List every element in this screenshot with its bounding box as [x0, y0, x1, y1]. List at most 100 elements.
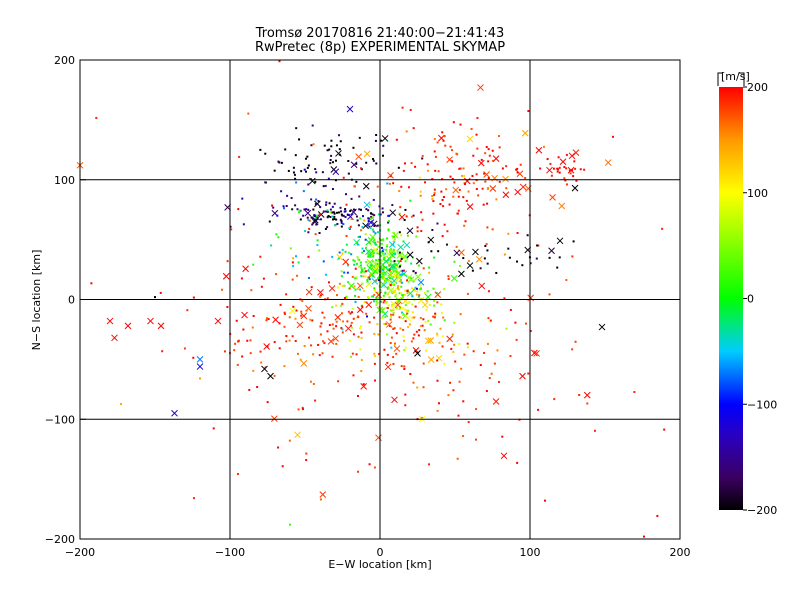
- scatter-point-dot: [407, 186, 410, 189]
- scatter-point-dot: [565, 167, 568, 170]
- scatter-point-dot: [491, 228, 494, 231]
- colorbar: [719, 87, 743, 510]
- scatter-point-dot: [321, 352, 324, 355]
- scatter-point-dot: [395, 332, 398, 335]
- scatter-point-dot: [372, 300, 375, 303]
- scatter-point-dot: [246, 339, 249, 342]
- scatter-point-dot: [396, 270, 399, 273]
- scatter-point-dot: [414, 271, 417, 274]
- scatter-point-dot: [503, 297, 506, 300]
- scatter-point-dot: [363, 219, 366, 222]
- scatter-point-dot: [362, 275, 365, 278]
- scatter-point-cross: [604, 159, 612, 166]
- scatter-point-cross: [366, 264, 374, 272]
- scatter-point-dot: [483, 351, 486, 354]
- scatter-point-dot: [399, 280, 402, 283]
- scatter-point-dot: [285, 340, 288, 343]
- scatter-point-dot: [389, 318, 392, 321]
- scatter-point-dot: [475, 173, 478, 176]
- scatter-point-dot: [374, 241, 377, 244]
- scatter-point-dot: [373, 316, 376, 319]
- scatter-point-dot: [404, 404, 407, 407]
- scatter-point-dot: [299, 218, 302, 221]
- scatter-point-cross: [388, 262, 396, 270]
- scatter-point-dot: [373, 352, 376, 355]
- scatter-point-cross: [385, 321, 393, 328]
- scatter-point-dot: [485, 243, 488, 246]
- scatter-point-dot: [338, 134, 341, 137]
- scatter-point-cross: [519, 372, 526, 380]
- scatter-point-cross: [466, 135, 474, 143]
- scatter-point-dot: [350, 197, 353, 200]
- scatter-point-dot: [412, 381, 415, 384]
- scatter-point-cross: [375, 434, 382, 442]
- scatter-point-cross: [446, 335, 454, 343]
- scatter-point-dot: [370, 212, 373, 215]
- scatter-point-dot: [460, 367, 463, 370]
- scatter-point-dot: [368, 463, 371, 466]
- scatter-point-dot: [161, 350, 164, 353]
- scatter-point-dot: [90, 282, 93, 285]
- scatter-point-cross: [317, 288, 324, 296]
- scatter-point-dot: [357, 235, 360, 238]
- scatter-point-dot: [447, 394, 450, 397]
- scatter-point-dot: [401, 294, 404, 297]
- scatter-point-dot: [383, 256, 386, 259]
- scatter-point-dot: [395, 269, 398, 272]
- scatter-point-dot: [322, 185, 325, 188]
- scatter-point-dot: [335, 320, 338, 323]
- scatter-point-dot: [367, 297, 370, 300]
- scatter-point-dot: [283, 311, 286, 314]
- scatter-point-dot: [403, 308, 406, 311]
- scatter-point-dot: [315, 198, 318, 201]
- scatter-point-dot: [346, 271, 349, 274]
- scatter-point-dot: [586, 402, 589, 405]
- scatter-point-dot: [377, 333, 380, 336]
- scatter-point-dot: [480, 158, 483, 161]
- scatter-point-dot: [446, 230, 449, 233]
- scatter-point-dot: [339, 218, 342, 221]
- scatter-point-dot: [426, 290, 429, 293]
- scatter-point-dot: [343, 297, 346, 300]
- scatter-point-dot: [496, 349, 499, 352]
- scatter-point-dot: [366, 295, 369, 298]
- scatter-point-dot: [307, 231, 310, 234]
- scatter-point-dot: [284, 148, 287, 151]
- scatter-point-cross: [393, 276, 401, 284]
- scatter-point-dot: [564, 179, 567, 182]
- scatter-point-dot: [362, 290, 365, 293]
- scatter-point-cross: [491, 174, 498, 182]
- scatter-point-dot: [574, 340, 577, 343]
- scatter-point-dot: [416, 386, 419, 389]
- scatter-point-dot: [387, 214, 390, 217]
- scatter-point-dot: [449, 145, 452, 148]
- scatter-point-dot: [505, 165, 508, 168]
- scatter-point-dot: [359, 348, 362, 351]
- scatter-point-dot: [407, 326, 410, 329]
- scatter-point-dot: [447, 278, 450, 281]
- scatter-point-cross: [332, 168, 340, 176]
- scatter-point-dot: [392, 182, 395, 185]
- scatter-point-dot: [281, 465, 284, 468]
- colorbar-tick-label: 200: [747, 81, 768, 94]
- scatter-point-cross: [365, 248, 372, 256]
- scatter-point-dot: [381, 268, 384, 271]
- scatter-point-dot: [392, 270, 395, 273]
- scatter-point-cross: [319, 491, 327, 498]
- scatter-point-dot: [464, 220, 467, 223]
- scatter-point-dot: [285, 335, 288, 338]
- scatter-point-dot: [353, 185, 356, 188]
- scatter-point-dot: [358, 265, 361, 268]
- scatter-point-dot: [273, 374, 276, 377]
- scatter-point-cross: [598, 323, 606, 331]
- scatter-point-dot: [377, 276, 380, 279]
- scatter-point-dot: [395, 138, 398, 141]
- scatter-point-dot: [498, 146, 501, 149]
- scatter-point-dot: [400, 292, 403, 295]
- scatter-point-dot: [301, 408, 304, 411]
- scatter-point-dot: [382, 266, 385, 269]
- scatter-point-dot: [452, 351, 455, 354]
- scatter-point-cross: [362, 182, 370, 190]
- scatter-point-dot: [374, 355, 377, 358]
- scatter-point-dot: [363, 301, 366, 304]
